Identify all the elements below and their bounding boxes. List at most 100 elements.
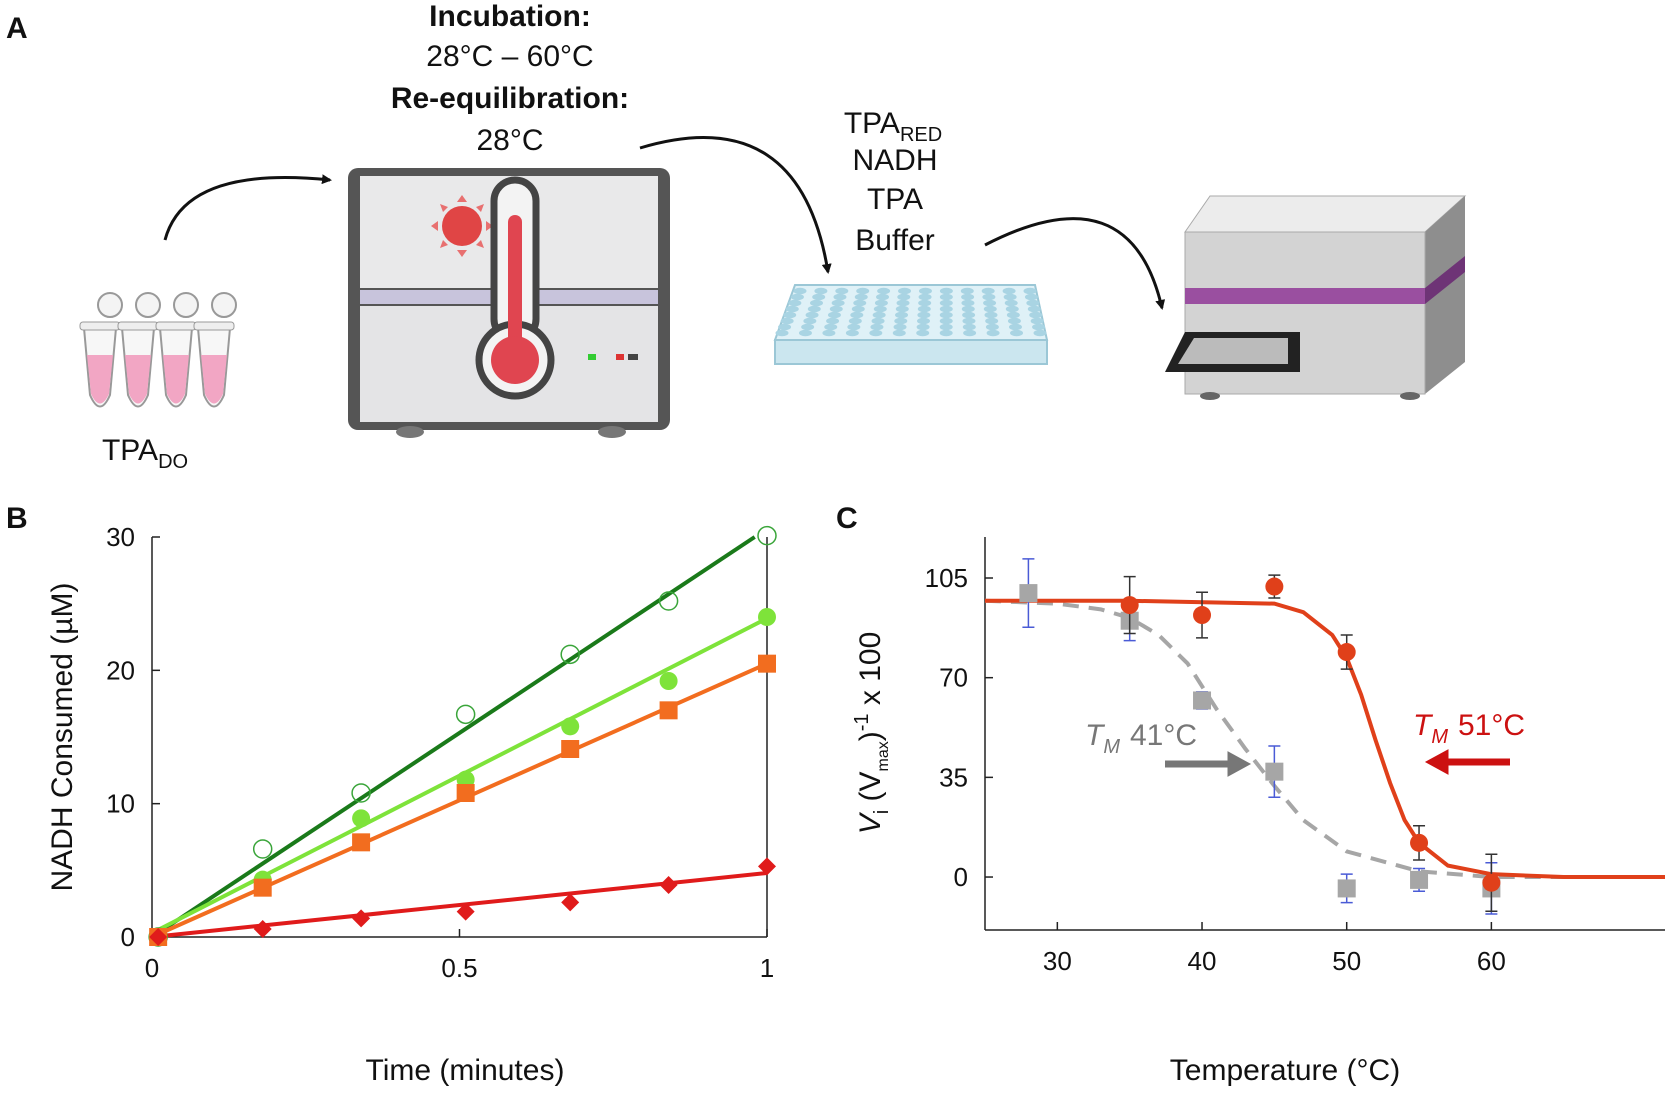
point xyxy=(455,704,476,725)
well xyxy=(897,293,911,301)
well xyxy=(986,329,1000,337)
well xyxy=(982,293,996,301)
well xyxy=(892,329,906,337)
point xyxy=(352,809,371,828)
point xyxy=(456,902,475,921)
arrow xyxy=(984,217,1166,310)
well xyxy=(918,293,932,301)
mercury-bulb xyxy=(491,336,539,384)
point xyxy=(659,672,678,690)
tube-cap xyxy=(97,292,123,318)
well xyxy=(829,305,843,313)
fit-line xyxy=(150,535,756,939)
well xyxy=(896,299,910,307)
y-tick-label: 10 xyxy=(106,789,135,819)
well xyxy=(1032,323,1046,331)
y-title-part: x 100 xyxy=(854,632,887,714)
y-title-part: -1 xyxy=(851,713,873,731)
reader-side xyxy=(1425,196,1465,394)
incubation-range: 28°C – 60°C xyxy=(426,40,593,73)
point xyxy=(560,644,580,665)
panel-label: B xyxy=(6,502,28,535)
well xyxy=(939,329,953,337)
fit-line xyxy=(984,598,1665,880)
tube-liquid xyxy=(201,355,227,404)
annotation-sub: M xyxy=(1103,736,1120,758)
well xyxy=(939,293,953,301)
well xyxy=(851,305,865,313)
point xyxy=(1410,870,1429,889)
y-title-part: max xyxy=(875,741,892,771)
well xyxy=(812,293,826,301)
led xyxy=(616,354,624,360)
well xyxy=(1024,293,1038,301)
well xyxy=(962,323,976,331)
foot xyxy=(1200,392,1220,400)
fit-line xyxy=(985,598,1665,880)
well xyxy=(1027,305,1041,313)
well xyxy=(1007,317,1021,325)
well xyxy=(916,323,930,331)
annotation-sub: M xyxy=(1431,726,1448,748)
well xyxy=(780,317,794,325)
well xyxy=(893,323,907,331)
annotation: TM 51°C xyxy=(1413,709,1525,748)
x-axis-title: Temperature (°C) xyxy=(1170,1054,1400,1087)
well xyxy=(917,311,931,319)
well xyxy=(809,299,823,307)
point xyxy=(1193,691,1212,710)
well xyxy=(856,287,870,295)
x-axis-title: Time (minutes) xyxy=(366,1054,565,1087)
y-tick-label: 20 xyxy=(106,655,135,685)
well xyxy=(783,311,797,319)
reader-top xyxy=(1184,195,1467,233)
reagent-text: TPA xyxy=(844,107,900,140)
well xyxy=(1029,311,1043,319)
well xyxy=(874,299,888,307)
point xyxy=(658,591,679,611)
point xyxy=(1019,584,1038,603)
point xyxy=(758,654,776,673)
well xyxy=(981,287,995,295)
well xyxy=(895,305,909,313)
tube-liquid xyxy=(125,355,151,404)
well xyxy=(1005,305,1019,313)
y-tick-label: 35 xyxy=(939,762,968,792)
sample-text: TPA xyxy=(102,434,158,467)
wells xyxy=(775,287,1047,337)
well xyxy=(870,323,884,331)
reagent: Buffer xyxy=(855,224,935,257)
well xyxy=(877,287,891,295)
well xyxy=(939,305,953,313)
well xyxy=(983,299,997,307)
reagent: TPA xyxy=(867,183,923,216)
tubes xyxy=(79,292,237,408)
well xyxy=(1023,287,1037,295)
point xyxy=(659,701,678,720)
x-tick-label: 1 xyxy=(760,953,774,983)
point xyxy=(252,839,273,859)
well xyxy=(803,317,817,325)
tube-cap xyxy=(173,292,199,318)
point xyxy=(757,525,777,546)
sun xyxy=(442,206,482,246)
well xyxy=(814,287,828,295)
foot xyxy=(396,426,424,438)
well xyxy=(850,311,864,319)
x-tick-label: 0 xyxy=(145,953,159,983)
well xyxy=(826,317,840,325)
well xyxy=(895,311,909,319)
well xyxy=(835,287,849,295)
annotation-arrow xyxy=(1424,749,1510,775)
annotation-symbol: T xyxy=(1413,709,1434,742)
point xyxy=(253,920,272,938)
well xyxy=(1002,287,1016,295)
led xyxy=(588,354,596,360)
diagram xyxy=(79,136,1467,438)
y-tick-label: 0 xyxy=(954,862,968,892)
well xyxy=(807,305,821,313)
point xyxy=(758,608,776,626)
well xyxy=(805,311,819,319)
annotation-text: 41°C xyxy=(1130,719,1197,752)
